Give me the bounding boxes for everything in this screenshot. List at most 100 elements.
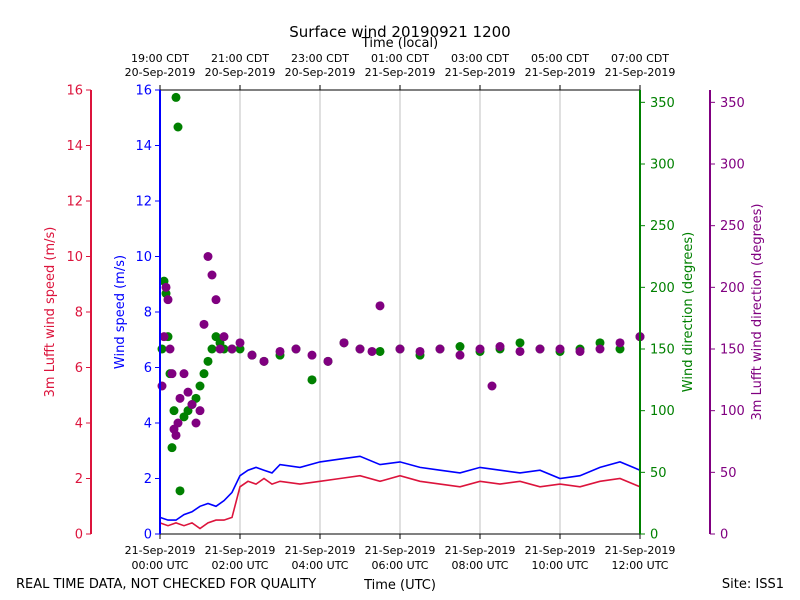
data-point-lufft_dir: [375, 301, 385, 311]
data-point-lufft_dir: [515, 346, 525, 356]
data-point-lufft_dir: [203, 252, 213, 261]
data-point-lufft_dir: [207, 270, 217, 280]
y-tick-label-lufft_speed: 10: [66, 250, 83, 265]
data-point-lufft_dir: [167, 369, 177, 379]
data-point-wind_dir: [455, 342, 465, 352]
top-axis-label: Time (local): [361, 36, 438, 51]
footer-quality-note: REAL TIME DATA, NOT CHECKED FOR QUALITY: [16, 577, 316, 592]
y-tick-label-wind_dir: 50: [650, 466, 667, 481]
data-point-lufft_dir: [275, 346, 285, 356]
y-tick-label-wind_speed: 8: [144, 306, 152, 321]
data-point-lufft_dir: [187, 400, 197, 409]
data-point-lufft_dir: [183, 387, 193, 397]
top-tick-label-date: 20-Sep-2019: [285, 66, 356, 79]
data-point-lufft_dir: [487, 381, 497, 391]
x-tick-label-time: 12:00 UTC: [611, 559, 668, 572]
data-point-wind_dir: [195, 381, 205, 391]
data-point-lufft_dir: [173, 418, 183, 428]
y-tick-label-lufft_speed: 14: [66, 139, 83, 154]
y-tick-label-lufft_speed: 8: [75, 306, 83, 321]
data-point-lufft_dir: [163, 295, 173, 305]
y-tick-label-wind_dir: 250: [650, 219, 675, 234]
x-tick-label-date: 21-Sep-2019: [605, 544, 676, 557]
data-point-lufft_dir: [211, 295, 221, 305]
y-tick-label-wind_dir: 100: [650, 404, 675, 419]
top-tick-label-time: 23:00 CDT: [291, 52, 349, 65]
data-point-lufft_dir: [161, 282, 171, 292]
y-tick-label-wind_speed: 14: [135, 139, 152, 154]
x-tick-label-time: 08:00 UTC: [451, 559, 508, 572]
data-point-lufft_dir: [215, 344, 225, 354]
data-point-wind_dir: [173, 122, 183, 132]
chart-title: Surface wind 20190921 1200: [289, 23, 510, 41]
y-tick-label-wind_speed: 0: [144, 528, 152, 543]
x-tick-label-time: 02:00 UTC: [211, 559, 268, 572]
data-point-lufft_dir: [355, 344, 365, 354]
top-tick-label-date: 20-Sep-2019: [205, 66, 276, 79]
y-tick-label-lufft_speed: 2: [75, 472, 83, 487]
y-tick-label-lufft_dir: 150: [720, 343, 745, 358]
data-point-wind_dir: [171, 92, 181, 102]
data-point-lufft_dir: [179, 369, 189, 379]
x-axis-label: Time (UTC): [363, 578, 436, 593]
top-tick-label-time: 01:00 CDT: [371, 52, 429, 65]
data-point-wind_dir: [169, 406, 179, 416]
y-tick-label-wind_dir: 200: [650, 281, 675, 296]
top-tick-label-time: 03:00 CDT: [451, 52, 509, 65]
x-tick-label-date: 21-Sep-2019: [125, 544, 196, 557]
x-tick-label-date: 21-Sep-2019: [525, 544, 596, 557]
data-point-lufft_dir: [475, 344, 485, 354]
x-tick-label-date: 21-Sep-2019: [445, 544, 516, 557]
y-tick-label-lufft_speed: 12: [66, 195, 83, 210]
axis-label-lufft_speed: 3m Lufft wind speed (m/s): [43, 227, 58, 398]
y-tick-label-lufft_speed: 0: [75, 528, 83, 543]
data-point-wind_dir: [375, 346, 385, 356]
y-tick-label-wind_speed: 2: [144, 472, 152, 487]
y-tick-label-wind_speed: 4: [144, 417, 152, 432]
data-point-lufft_dir: [247, 350, 257, 360]
y-tick-label-wind_dir: 300: [650, 158, 675, 173]
data-point-lufft_dir: [235, 338, 245, 348]
data-point-lufft_dir: [219, 332, 229, 342]
top-tick-label-time: 21:00 CDT: [211, 52, 269, 65]
data-point-lufft_dir: [415, 346, 425, 356]
data-point-lufft_dir: [339, 338, 349, 348]
data-point-wind_dir: [595, 338, 605, 348]
data-point-lufft_dir: [157, 381, 167, 391]
data-point-wind_dir: [203, 356, 213, 366]
series-layer: [157, 92, 645, 530]
top-tick-label-date: 21-Sep-2019: [365, 66, 436, 79]
data-point-lufft_dir: [555, 344, 565, 354]
x-tick-label-time: 10:00 UTC: [531, 559, 588, 572]
data-point-wind_dir: [307, 375, 317, 385]
axis-label-wind_dir: Wind direction (degrees): [681, 232, 696, 392]
y-tick-label-lufft_speed: 16: [66, 84, 83, 99]
top-tick-label-time: 19:00 CDT: [131, 52, 189, 65]
data-point-wind_dir: [175, 486, 185, 496]
data-point-wind_dir: [199, 369, 209, 379]
x-tick-label-time: 00:00 UTC: [131, 559, 188, 572]
y-tick-label-wind_speed: 16: [135, 84, 152, 99]
data-point-lufft_dir: [495, 342, 505, 352]
x-tick-label-date: 21-Sep-2019: [285, 544, 356, 557]
data-point-lufft_dir: [199, 319, 209, 329]
data-point-lufft_dir: [165, 344, 175, 354]
y-tick-label-lufft_dir: 100: [720, 404, 745, 419]
data-point-wind_dir: [615, 344, 625, 354]
data-point-wind_dir: [157, 344, 167, 354]
y-tick-label-wind_dir: 0: [650, 528, 658, 543]
y-tick-label-wind_speed: 12: [135, 195, 152, 210]
data-point-lufft_dir: [227, 344, 237, 354]
x-tick-label-date: 21-Sep-2019: [205, 544, 276, 557]
data-point-wind_dir: [207, 344, 217, 354]
y-tick-label-lufft_speed: 4: [75, 417, 83, 432]
top-tick-label-date: 21-Sep-2019: [445, 66, 516, 79]
x-tick-label-time: 04:00 UTC: [291, 559, 348, 572]
data-point-lufft_dir: [171, 430, 181, 440]
y-tick-label-wind_dir: 350: [650, 96, 675, 111]
y-tick-label-lufft_dir: 0: [720, 528, 728, 543]
y-tick-label-wind_speed: 10: [135, 250, 152, 265]
data-point-lufft_dir: [175, 393, 185, 403]
y-tick-label-lufft_dir: 300: [720, 158, 745, 173]
